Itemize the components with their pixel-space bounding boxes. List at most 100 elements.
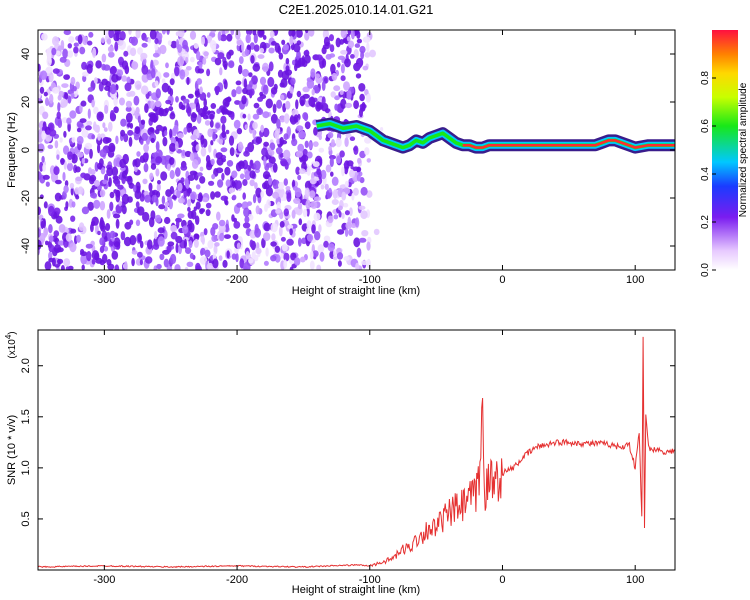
spectral-noise-blob xyxy=(283,149,291,160)
spectral-noise-blob xyxy=(341,212,345,219)
spectral-noise-blob xyxy=(365,93,371,103)
spectral-noise-blob xyxy=(80,172,87,179)
spectral-noise-blob xyxy=(177,56,185,67)
spectral-noise-blob xyxy=(52,87,60,94)
spectral-noise-blob xyxy=(296,90,302,98)
spectral-noise-blob xyxy=(305,49,309,55)
spectral-noise-blob xyxy=(305,30,309,34)
spectral-noise-blob xyxy=(218,255,223,261)
spectral-noise-blob xyxy=(61,83,69,88)
spectral-noise-blob xyxy=(327,215,334,224)
spectral-noise-blob xyxy=(285,186,291,191)
spectral-noise-blob xyxy=(177,132,184,139)
spectral-noise-blob xyxy=(232,233,239,241)
spectral-noise-blob xyxy=(202,57,207,65)
spectral-noise-blob xyxy=(66,117,72,125)
spectral-noise-blob xyxy=(197,68,205,74)
spectral-noise-blob xyxy=(290,77,296,86)
spectral-noise-blob xyxy=(271,233,276,241)
spectral-noise-blob xyxy=(61,117,68,124)
spectral-noise-blob xyxy=(166,244,172,253)
spectral-noise-blob xyxy=(347,40,355,49)
spectral-noise-blob xyxy=(346,90,352,100)
spectral-noise-blob xyxy=(362,65,369,71)
spectral-noise-blob xyxy=(140,139,144,145)
spectral-noise-blob xyxy=(225,179,231,187)
spectral-noise-blob xyxy=(189,30,197,40)
spectral-noise-blob xyxy=(265,98,273,109)
spectral-noise-blob xyxy=(107,46,114,53)
spectral-noise-blob xyxy=(353,237,361,248)
spectral-noise-blob xyxy=(255,247,262,255)
spectral-noise-blob xyxy=(56,111,61,120)
spectral-noise-blob xyxy=(165,189,172,197)
spectral-noise-blob xyxy=(84,142,93,150)
spectral-noise-blob xyxy=(53,244,62,254)
spectral-noise-blob xyxy=(48,244,55,253)
spectral-noise-blob xyxy=(97,162,103,170)
x-tick-label: -200 xyxy=(226,274,248,286)
spectrogram-y-label: Frequency (Hz) xyxy=(6,112,18,188)
spectral-noise-blob xyxy=(245,84,253,90)
spectral-noise-blob xyxy=(140,52,148,60)
spectral-noise-blob xyxy=(331,138,335,148)
spectral-noise-blob xyxy=(359,45,366,54)
x-tick-label: -300 xyxy=(93,574,115,586)
spectral-noise-blob xyxy=(113,95,118,107)
spectral-noise-blob xyxy=(124,82,132,92)
spectral-noise-blob xyxy=(236,127,243,135)
spectral-noise-blob xyxy=(366,158,371,163)
spectral-noise-blob xyxy=(105,223,111,231)
spectral-noise-blob xyxy=(364,52,371,58)
spectral-noise-blob xyxy=(270,113,278,124)
spectral-noise-blob xyxy=(54,116,62,126)
spectral-noise-blob xyxy=(134,189,142,200)
spectral-noise-blob xyxy=(283,133,289,141)
spectral-noise-blob xyxy=(340,49,348,55)
spectral-noise-blob xyxy=(268,47,275,54)
spectral-noise-blob xyxy=(283,259,288,269)
spectral-noise-blob xyxy=(71,136,76,143)
spectral-noise-blob xyxy=(242,68,249,77)
spectral-noise-blob xyxy=(340,63,345,74)
spectral-noise-blob xyxy=(67,95,72,104)
spectral-noise-blob xyxy=(170,40,178,49)
spectral-noise-blob xyxy=(183,238,187,249)
spectral-noise-blob xyxy=(80,254,88,265)
y-tick-label: 0.5 xyxy=(20,511,32,526)
colorbar-tick-label: 0.8 xyxy=(700,71,711,85)
spectral-noise-blob xyxy=(103,246,109,252)
spectral-noise-blob xyxy=(124,261,128,270)
spectral-noise-blob xyxy=(129,235,137,246)
spectral-noise-blob xyxy=(366,190,373,198)
spectral-noise-blob xyxy=(114,41,119,52)
spectral-noise-blob xyxy=(214,242,220,247)
spectral-noise-blob xyxy=(249,239,254,248)
spectral-noise-blob xyxy=(71,201,76,208)
spectral-noise-blob xyxy=(312,141,319,148)
spectral-noise-blob xyxy=(180,164,188,171)
spectral-noise-blob xyxy=(275,209,282,214)
spectral-noise-blob xyxy=(268,149,275,156)
spectral-noise-blob xyxy=(210,103,217,109)
spectral-noise-blob xyxy=(278,181,285,190)
spectral-noise-blob xyxy=(174,264,181,270)
spectral-noise-blob xyxy=(263,156,267,167)
spectral-noise-blob xyxy=(220,195,229,201)
spectral-noise-blob xyxy=(199,208,206,213)
spectral-noise-blob xyxy=(208,180,215,186)
spectral-noise-blob xyxy=(159,44,167,55)
spectral-noise-blob xyxy=(353,49,359,59)
spectral-noise-blob xyxy=(361,260,369,266)
spectral-noise-blob xyxy=(219,67,223,76)
spectral-noise-blob xyxy=(63,258,71,267)
spectral-noise-blob xyxy=(361,101,366,112)
spectral-noise-blob xyxy=(60,40,65,50)
spectral-noise-blob xyxy=(207,36,213,41)
spectral-noise-blob xyxy=(91,258,96,265)
spectral-noise-blob xyxy=(87,40,93,46)
x-tick-label: -100 xyxy=(359,274,381,286)
spectral-noise-blob xyxy=(63,145,70,155)
spectral-noise-blob xyxy=(108,121,113,132)
spectral-noise-blob xyxy=(89,148,93,159)
